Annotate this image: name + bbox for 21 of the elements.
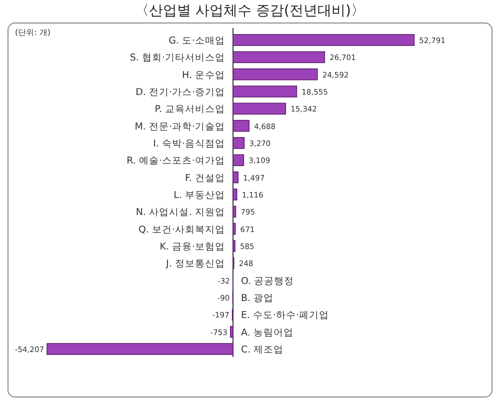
category: A. 농림어업	[241, 327, 294, 338]
title: 〈산업별 사업체수 증감(전년대비)〉	[135, 3, 365, 19]
category: P. 교육서비스업	[154, 104, 225, 116]
category: G. 도·소매업	[168, 36, 225, 46]
category: Q. 보건·사회복지업	[138, 224, 225, 236]
category: K. 금융·보험업	[160, 242, 225, 252]
category: H. 운수업	[182, 70, 225, 81]
category: I. 숙박·음식점업	[153, 138, 225, 150]
category: C. 제조업	[241, 344, 284, 356]
category: D. 전기·가스·증기업	[136, 87, 225, 98]
category: B. 광업	[241, 293, 274, 304]
category: R. 예술·스포츠·여가업	[126, 156, 225, 167]
category: S. 협회·기타서비스업	[130, 52, 225, 64]
category: L. 부동산업	[174, 190, 225, 201]
annotation: (단위: 개)	[15, 28, 50, 37]
category: N. 사업시설. 지원업	[136, 207, 225, 218]
category: J. 정보통신업	[166, 258, 225, 270]
category: F. 건설업	[185, 172, 225, 184]
category: M. 전문·과학·기술업	[134, 121, 225, 132]
category: E. 수도·하수·폐기업	[241, 310, 330, 322]
category: O. 공공행정	[241, 276, 294, 287]
